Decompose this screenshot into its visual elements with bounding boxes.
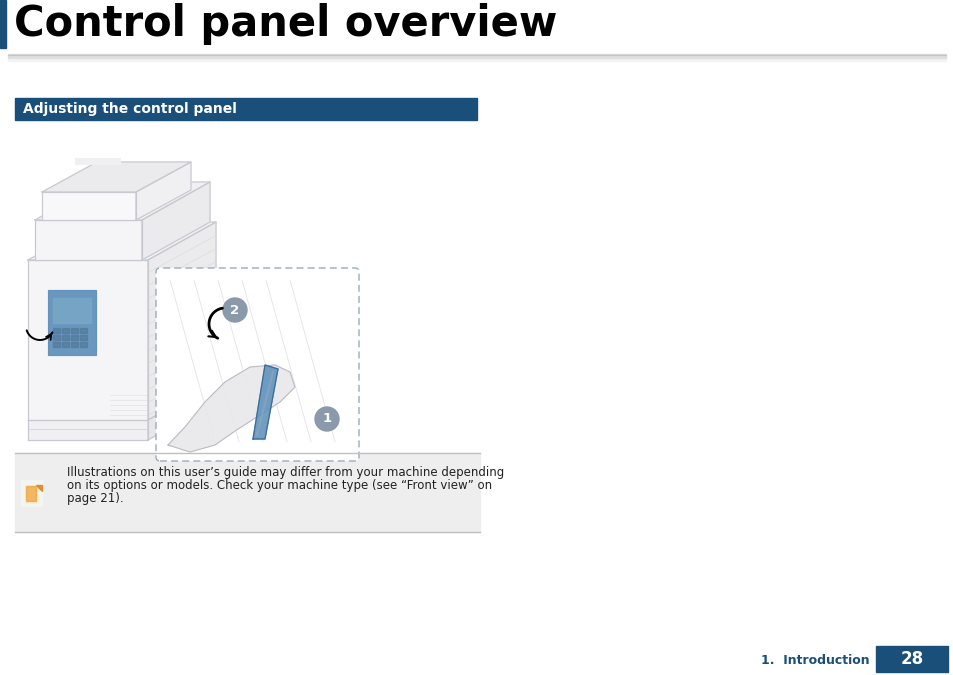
Bar [53, 342, 60, 347]
Polygon shape [28, 222, 215, 260]
Polygon shape [253, 365, 277, 439]
Bar [62, 342, 69, 347]
Text: 28: 28 [900, 650, 923, 668]
FancyBboxPatch shape [21, 481, 43, 506]
Polygon shape [136, 162, 191, 220]
Bar [80, 335, 87, 340]
Circle shape [314, 407, 338, 431]
FancyBboxPatch shape [156, 268, 358, 461]
Polygon shape [42, 162, 191, 192]
Bar [71, 335, 78, 340]
Polygon shape [142, 182, 210, 260]
Polygon shape [28, 260, 148, 420]
Polygon shape [36, 485, 42, 491]
Polygon shape [35, 220, 142, 260]
Text: 1: 1 [322, 412, 332, 425]
Polygon shape [42, 192, 136, 220]
Bar [71, 328, 78, 333]
Bar [875, 646, 947, 672]
Bar [8, 58, 945, 61]
Polygon shape [148, 222, 215, 420]
Bar [71, 342, 78, 347]
Polygon shape [35, 182, 210, 220]
Bar [53, 328, 60, 333]
Text: 2: 2 [231, 304, 239, 317]
Text: page 21).: page 21). [67, 492, 124, 506]
Text: Control panel overview: Control panel overview [14, 3, 557, 45]
Bar [48, 290, 96, 355]
Bar [26, 485, 36, 500]
Text: on its options or models. Check your machine type (see “Front view” on: on its options or models. Check your mac… [67, 479, 492, 492]
Polygon shape [28, 420, 148, 440]
Bar [53, 298, 91, 323]
Bar [15, 453, 479, 532]
Text: Adjusting the control panel: Adjusting the control panel [23, 102, 236, 116]
Bar [8, 55, 945, 58]
Text: Illustrations on this user’s guide may differ from your machine depending: Illustrations on this user’s guide may d… [67, 466, 504, 479]
Bar [62, 335, 69, 340]
Circle shape [223, 298, 247, 322]
Bar [80, 342, 87, 347]
Polygon shape [148, 382, 215, 440]
Bar [0, 0, 6, 48]
Bar [8, 54, 945, 55]
Bar [75, 158, 120, 164]
Bar [80, 328, 87, 333]
Polygon shape [168, 365, 294, 452]
Text: 1.  Introduction: 1. Introduction [760, 653, 869, 666]
Bar [62, 328, 69, 333]
Bar [25, 485, 39, 502]
Bar [15, 98, 476, 120]
Bar [53, 335, 60, 340]
